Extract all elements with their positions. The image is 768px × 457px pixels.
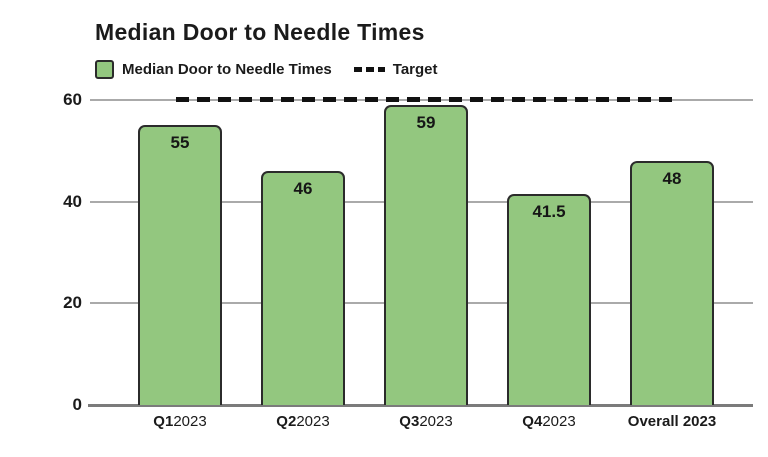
- bar-value-label: 41.5: [532, 202, 566, 222]
- bar: [261, 171, 345, 405]
- bar-value-label: 59: [416, 113, 436, 133]
- bar-value-label: 46: [293, 179, 313, 199]
- dashed-line-icon: [353, 67, 385, 72]
- bar-value-label: 48: [662, 169, 682, 188]
- x-axis-line: [88, 404, 753, 407]
- x-label-regular-part: 2023: [173, 413, 207, 430]
- x-axis-category-label: Q32023: [351, 413, 501, 430]
- x-label-bold-part: Q4: [522, 413, 543, 430]
- chart-title: Median Door to Needle Times: [95, 19, 425, 45]
- x-axis-category-label: Q12023: [105, 413, 255, 430]
- bar: [138, 125, 222, 405]
- legend: Median Door to Needle Times Target: [95, 60, 438, 79]
- x-label-bold-part: Q2: [276, 413, 297, 430]
- x-label-regular-part: 2023: [296, 413, 330, 430]
- bar: [507, 194, 591, 405]
- legend-item-median-series: Median Door to Needle Times: [95, 60, 332, 79]
- green-bar-swatch-icon: [95, 60, 114, 79]
- legend-label-median: Median Door to Needle Times: [122, 61, 332, 78]
- legend-label-target: Target: [392, 61, 438, 78]
- bar: [630, 161, 714, 405]
- x-label-regular-part: 2023: [542, 413, 576, 430]
- target-dashed-line: [176, 97, 676, 102]
- x-axis-category-label: Overall 2023: [597, 413, 747, 430]
- x-label-regular-part: 2023: [419, 413, 453, 430]
- y-axis-tick-label: 0: [72, 395, 82, 414]
- bar-value-label: 55: [170, 133, 190, 153]
- y-axis-tick-label: 40: [63, 191, 82, 211]
- x-axis-category-label: Q22023: [228, 413, 378, 430]
- y-axis-tick-label: 20: [63, 293, 82, 313]
- x-label-bold-part: Q3: [399, 413, 420, 430]
- x-axis-category-label: Q42023: [474, 413, 624, 430]
- x-label-bold-part: Overall 2023: [627, 413, 717, 430]
- bar: [384, 105, 468, 405]
- x-label-bold-part: Q1: [153, 413, 174, 430]
- y-axis-tick-label: 60: [63, 90, 82, 109]
- legend-item-target: Target: [353, 61, 438, 78]
